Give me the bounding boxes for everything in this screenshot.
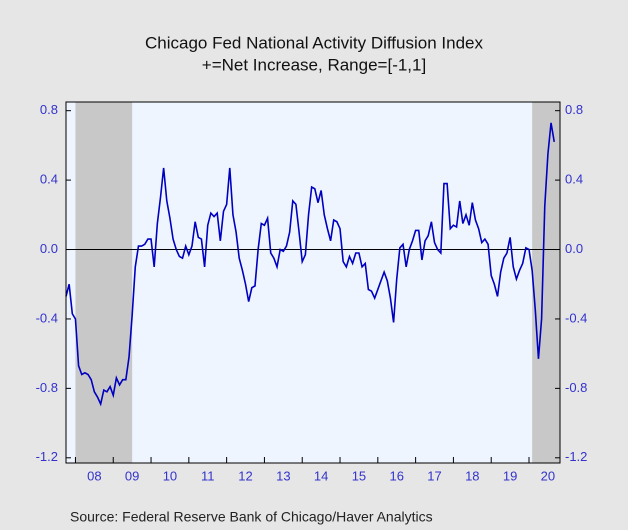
- source: Source: Federal Reserve Bank of Chicago/…: [70, 509, 433, 525]
- x-tick-label: 14: [314, 468, 328, 483]
- chart-title: Chicago Fed National Activity Diffusion …: [145, 33, 483, 52]
- y2-tick-label: 0.8: [565, 102, 583, 117]
- y-tick-label: -0.4: [36, 310, 58, 325]
- series-line: [65, 122, 556, 407]
- x-tick-label: 17: [427, 468, 441, 483]
- x-tick-label: 19: [503, 468, 517, 483]
- plot-frame: [65, 101, 561, 464]
- y2-tick-label: -1.2: [565, 449, 587, 464]
- x-tick-label: 18: [465, 468, 479, 483]
- chart-subtitle: +=Net Increase, Range=[-1,1]: [202, 55, 426, 74]
- recession-shade: [532, 102, 560, 463]
- y2-tick-label: -0.8: [565, 380, 587, 395]
- x-tick-label: 12: [238, 468, 252, 483]
- x-tick-label: 11: [201, 468, 215, 483]
- y-tick-label: 0.0: [40, 241, 58, 256]
- y-tick-label: -1.2: [36, 449, 58, 464]
- y-tick-label: 0.4: [40, 172, 58, 187]
- x-tick-label: 15: [352, 468, 366, 483]
- x-tick-label: 10: [163, 468, 177, 483]
- y2-tick-label: -0.4: [565, 310, 587, 325]
- x-tick-label: 13: [276, 468, 290, 483]
- y-tick-label: -0.8: [36, 380, 58, 395]
- y2-tick-label: 0.4: [565, 172, 583, 187]
- x-tick-label: 09: [125, 468, 139, 483]
- recession-shade: [75, 102, 133, 463]
- x-tick-label: 20: [541, 468, 555, 483]
- plot-area: [66, 102, 560, 463]
- x-tick-label: 08: [87, 468, 101, 483]
- y2-tick-label: 0.0: [565, 241, 583, 256]
- y-tick-label: 0.8: [40, 102, 58, 117]
- x-tick-label: 16: [389, 468, 403, 483]
